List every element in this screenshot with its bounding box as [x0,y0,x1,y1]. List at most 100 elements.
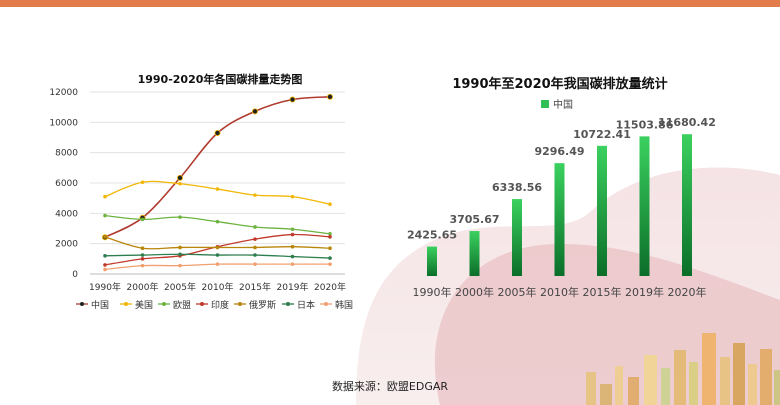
data-point [178,215,182,219]
line-chart-x-ticks: 1990年 2000年 2005年 2010年 2015年 2019年 2020年 [89,281,346,293]
data-point [251,108,258,115]
y-tick-label: 10000 [49,118,78,128]
data-point [103,263,107,267]
data-point [328,256,332,260]
bar-value-label: 9296.49 [534,145,584,158]
series-2 [103,180,332,207]
data-point [215,262,220,266]
data-point [290,194,295,199]
bar-category-label: 1990年 [413,285,452,299]
data-point [103,194,107,199]
series-6 [103,252,332,260]
line-chart-legend: 中国 美国 欧盟 印度 俄罗斯 日本 韩国 [76,299,353,311]
legend-item: 中国 [76,299,109,311]
bar-category-label: 2010年 [540,285,579,299]
data-point [328,246,332,251]
legend-item: 韩国 [320,299,353,311]
data-point [253,245,257,250]
data-point [178,245,182,250]
legend-marker [162,302,166,306]
x-tick-label: 2020年 [314,281,346,293]
data-point [328,232,332,236]
bar-chart-x-ticks: 1990年 2000年 2005年 2010年 2015年 2019年 2020年 [413,285,707,299]
data-point [103,213,107,218]
data-point [178,252,182,257]
data-point [290,232,295,237]
legend-marker [286,302,290,306]
bar [639,136,650,276]
data-point [290,227,295,232]
data-point [215,187,220,191]
bar-category-label: 2000年 [455,285,494,299]
legend-label: 中国 [91,299,109,311]
series-7 [103,262,332,272]
legend-marker [238,302,242,306]
legend-marker [80,302,84,306]
x-tick-label: 2000年 [127,281,159,293]
bar-value-label: 11503.86 [616,118,674,131]
legend-label: 日本 [297,299,315,311]
bar [469,231,480,276]
y-tick-label: 0 [72,270,78,280]
data-source-note: 数据来源：欧盟EDGAR [331,380,449,393]
legend-item: 美国 [120,299,153,311]
x-tick-label: 2010年 [202,281,234,293]
data-point [290,254,295,259]
line-chart-title: 1990-2020年各国碳排量走势图 [138,72,303,86]
data-point [140,180,145,185]
data-point [253,225,257,229]
bar [512,199,522,276]
legend-marker [200,302,204,306]
top-accent-bar [0,0,780,7]
data-point [103,267,107,272]
data-point [178,263,182,268]
bar-legend-label: 中国 [553,98,573,111]
series-5 [103,235,332,251]
x-tick-label: 2019年 [277,281,309,293]
legend-label: 美国 [135,299,153,311]
legend-label: 欧盟 [173,299,191,311]
legend-item: 日本 [282,299,315,311]
data-point [328,262,332,266]
data-point [215,245,220,250]
data-point [140,253,145,257]
legend-label: 印度 [211,299,229,311]
data-point [140,217,145,222]
bar-legend-swatch [541,100,549,108]
legend-label: 俄罗斯 [249,299,276,311]
bar [682,134,692,276]
bar-value-label: 3705.67 [449,213,499,226]
data-point [253,253,257,257]
legend-marker [324,302,328,306]
bar-category-label: 2019年 [625,285,664,299]
data-point [215,219,220,224]
y-tick-label: 4000 [55,209,78,219]
bar-value-label: 2425.65 [407,229,457,242]
legend-marker [124,302,128,306]
data-point [290,244,295,249]
data-point [140,257,145,261]
data-point [253,193,257,197]
data-point [326,93,333,100]
line-chart-y-ticks: 0 2000 4000 6000 8000 10000 12000 [49,88,78,280]
x-tick-label: 2015年 [239,281,271,293]
bar-value-label: 6338.56 [492,181,542,194]
data-point [176,174,183,181]
y-tick-label: 12000 [49,88,78,98]
data-point [253,237,257,241]
data-point [328,202,332,207]
bar-chart-bars [427,134,692,276]
data-point [290,262,295,266]
data-point [289,96,296,103]
bar-category-label: 2020年 [668,285,707,299]
legend-item: 印度 [196,299,229,311]
bar [554,163,565,276]
city-skyline [586,333,780,405]
data-point [140,263,145,268]
bar-value-label: 11680.42 [658,116,716,129]
bar [597,145,607,276]
line-chart-gridlines [90,91,345,275]
